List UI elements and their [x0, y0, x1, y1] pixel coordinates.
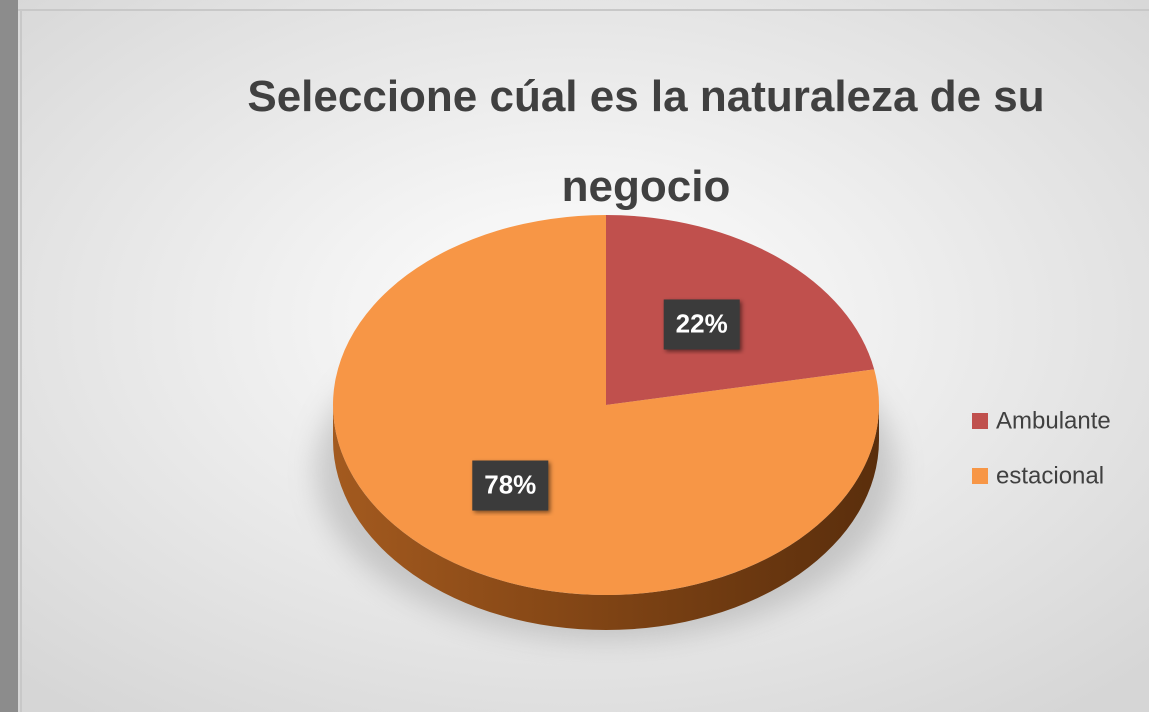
legend-swatch	[972, 413, 988, 429]
legend-label: Ambulante	[996, 407, 1111, 434]
data-label-box	[472, 460, 549, 511]
left-border	[0, 0, 18, 712]
pie-side	[333, 405, 879, 630]
pie-slice	[333, 215, 880, 596]
legend-swatch	[972, 468, 988, 484]
legend-label: estacional	[996, 462, 1104, 489]
pie-slice	[606, 215, 875, 405]
data-label-box	[663, 299, 740, 350]
chart-title: Seleccione cúal es la naturaleza de su n…	[247, 72, 1045, 211]
data-label: 22%	[676, 308, 728, 338]
data-label: 78%	[484, 469, 536, 499]
